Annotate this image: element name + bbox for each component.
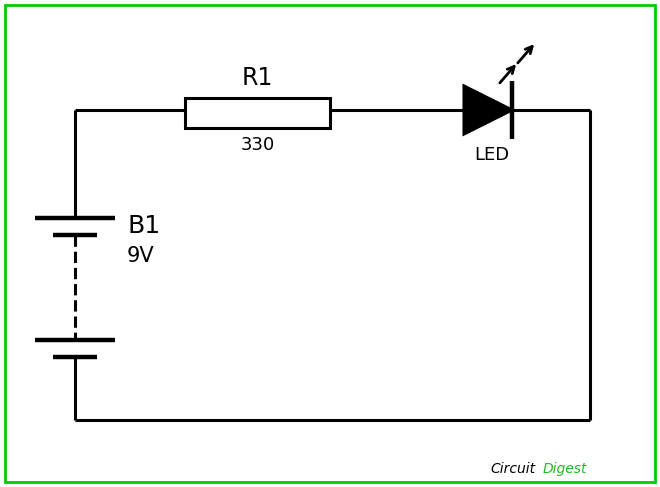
Text: Circuit: Circuit xyxy=(490,462,535,476)
Text: 9V: 9V xyxy=(127,246,154,266)
Polygon shape xyxy=(464,86,512,134)
Text: LED: LED xyxy=(475,146,510,164)
Bar xyxy=(185,98,330,128)
Text: B1: B1 xyxy=(127,214,160,238)
Text: Digest: Digest xyxy=(543,462,587,476)
Text: 330: 330 xyxy=(240,136,275,154)
Text: R1: R1 xyxy=(242,66,273,90)
